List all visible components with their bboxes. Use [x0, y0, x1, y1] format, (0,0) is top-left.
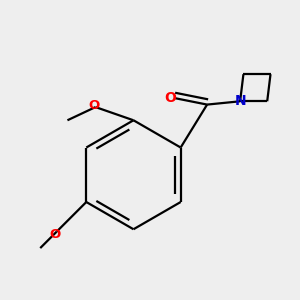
- Text: O: O: [49, 228, 61, 241]
- Text: O: O: [164, 91, 176, 105]
- Text: O: O: [88, 99, 100, 112]
- Text: N: N: [234, 94, 246, 108]
